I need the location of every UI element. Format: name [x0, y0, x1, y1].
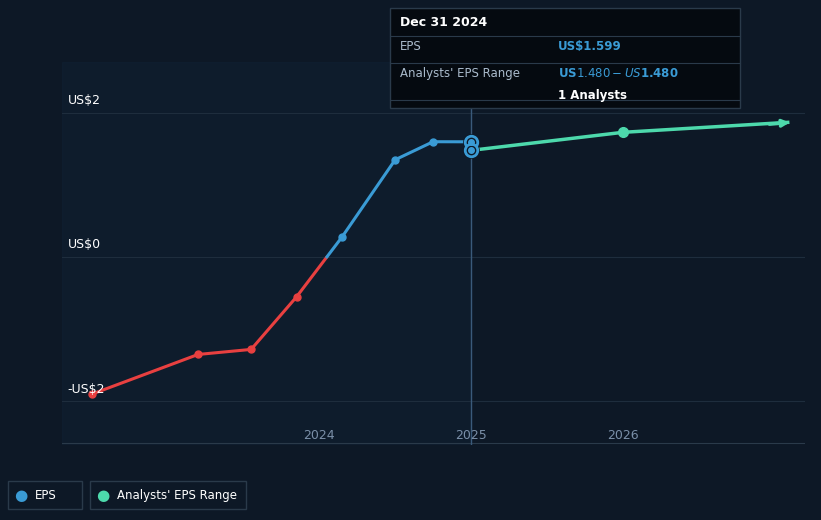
Text: ●: ● [14, 488, 27, 502]
Text: EPS: EPS [34, 489, 56, 501]
Text: 2025: 2025 [455, 428, 487, 441]
Text: Actual: Actual [418, 84, 462, 97]
Bar [62, 62, 471, 445]
Text: Dec 31 2024: Dec 31 2024 [400, 16, 487, 29]
Text: US$2: US$2 [67, 94, 101, 107]
Text: -US$2: -US$2 [67, 383, 105, 396]
Text: Analysts Forecasts: Analysts Forecasts [480, 84, 597, 97]
Text: Analysts' EPS Range: Analysts' EPS Range [117, 489, 236, 501]
Text: US$0: US$0 [67, 238, 101, 251]
Text: US$1.599: US$1.599 [558, 40, 621, 53]
Text: ●: ● [96, 488, 109, 502]
Text: 2026: 2026 [607, 428, 639, 441]
Text: 1 Analysts: 1 Analysts [558, 88, 627, 101]
Text: EPS: EPS [400, 40, 422, 53]
Text: US$1.480 - US$1.480: US$1.480 - US$1.480 [558, 67, 679, 80]
Text: 2024: 2024 [304, 428, 335, 441]
Text: Analysts' EPS Range: Analysts' EPS Range [400, 67, 520, 80]
